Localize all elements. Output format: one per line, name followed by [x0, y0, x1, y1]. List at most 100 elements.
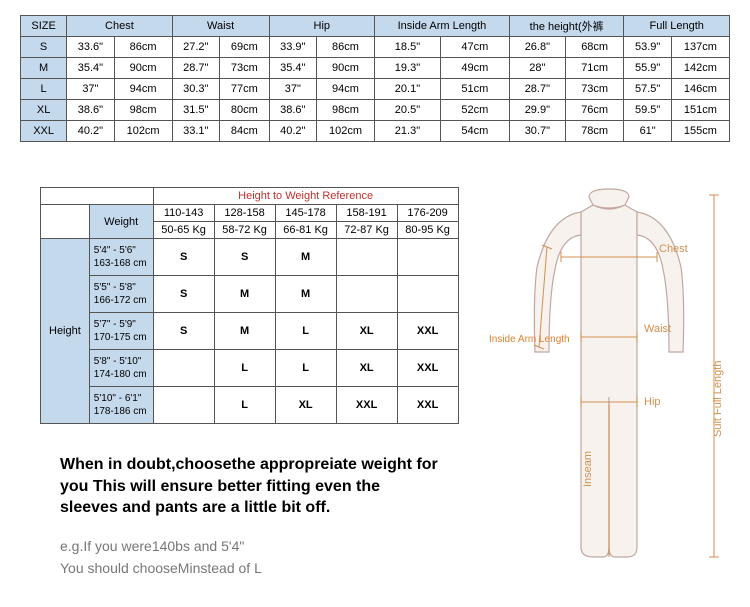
diagram-label-arm: Inside Arm Length — [489, 334, 570, 345]
recommended-size-cell: XL — [336, 350, 397, 387]
recommended-size-cell: XL — [336, 313, 397, 350]
size-cell: 30.3" — [172, 79, 219, 100]
sizing-notes: When in doubt,choosethe appropreiate wei… — [60, 454, 459, 580]
size-cell: 146cm — [671, 79, 729, 100]
size-cell: 61" — [624, 121, 671, 142]
size-cell: 86cm — [114, 37, 172, 58]
height-label: Height — [41, 239, 90, 424]
size-cell: S — [21, 37, 67, 58]
size-cell: 40.2" — [269, 121, 316, 142]
size-cell: 31.5" — [172, 100, 219, 121]
weight-lbs-cell: 176-209 — [397, 205, 458, 222]
size-cell: 40.2" — [67, 121, 114, 142]
wetsuit-measurement-diagram: Chest Waist Hip Inside Arm Length Inseam… — [489, 187, 729, 592]
recommended-size-cell: S — [153, 276, 214, 313]
size-cell: 29.9" — [509, 100, 565, 121]
size-row: L37"94cm30.3"77cm37"94cm20.1"51cm28.7"73… — [21, 79, 730, 100]
recommended-size-cell — [397, 239, 458, 276]
size-cell: 35.4" — [67, 58, 114, 79]
size-cell: 94cm — [316, 79, 374, 100]
height-range-cell: 5'4" - 5'6"163-168 cm — [89, 239, 153, 276]
weight-lbs-cell: 158-191 — [336, 205, 397, 222]
size-cell: 33.6" — [67, 37, 114, 58]
recommended-size-cell: XL — [275, 387, 336, 424]
size-cell: 51cm — [440, 79, 509, 100]
size-cell: 69cm — [220, 37, 270, 58]
diagram-label-full: Suit Full Length — [712, 361, 724, 437]
ref-row: Height5'4" - 5'6"163-168 cmSSM — [41, 239, 459, 276]
size-cell: 26.8" — [509, 37, 565, 58]
height-range-cell: 5'8" - 5'10"174-180 cm — [89, 350, 153, 387]
weight-kg-cell: 72-87 Kg — [336, 222, 397, 239]
height-range-cell: 5'10" - 6'1"178-186 cm — [89, 387, 153, 424]
recommended-size-cell: L — [275, 313, 336, 350]
recommended-size-cell: L — [214, 387, 275, 424]
size-table-header-row: SIZE Chest Waist Hip Inside Arm Length t… — [21, 16, 730, 37]
recommended-size-cell: XXL — [397, 313, 458, 350]
size-cell: 73cm — [565, 79, 624, 100]
size-cell: 52cm — [440, 100, 509, 121]
size-cell: 142cm — [671, 58, 729, 79]
size-cell: 77cm — [220, 79, 270, 100]
note-example-line1: e.g.If you were140bs and 5'4" — [60, 535, 459, 557]
size-row: XL38.6"98cm31.5"80cm38.6"98cm20.5"52cm29… — [21, 100, 730, 121]
ref-row: 5'5" - 5'8"166-172 cmSMM — [41, 276, 459, 313]
ref-row: 5'8" - 5'10"174-180 cmLLXLXXL — [41, 350, 459, 387]
size-cell: 20.1" — [375, 79, 441, 100]
recommended-size-cell: M — [275, 239, 336, 276]
size-cell: XL — [21, 100, 67, 121]
height-weight-reference-table: Height to Weight Reference Weight 110-14… — [40, 187, 459, 424]
recommended-size-cell: M — [214, 276, 275, 313]
weight-kg-cell: 58-72 Kg — [214, 222, 275, 239]
size-cell: 38.6" — [67, 100, 114, 121]
size-cell: 86cm — [316, 37, 374, 58]
height-range-cell: 5'5" - 5'8"166-172 cm — [89, 276, 153, 313]
size-cell: 54cm — [440, 121, 509, 142]
recommended-size-cell: S — [214, 239, 275, 276]
recommended-size-cell: S — [153, 313, 214, 350]
ref-title: Height to Weight Reference — [153, 188, 458, 205]
size-cell: 98cm — [114, 100, 172, 121]
size-cell: 21.3" — [375, 121, 441, 142]
size-row: S33.6"86cm27.2"69cm33.9"86cm18.5"47cm26.… — [21, 37, 730, 58]
note-main: When in doubt,choosethe appropreiate wei… — [60, 454, 440, 519]
size-cell: 28" — [509, 58, 565, 79]
recommended-size-cell: XXL — [397, 387, 458, 424]
size-cell: XXL — [21, 121, 67, 142]
diagram-label-inseam: Inseam — [582, 451, 594, 487]
size-cell: 137cm — [671, 37, 729, 58]
size-cell: 94cm — [114, 79, 172, 100]
size-cell: 90cm — [316, 58, 374, 79]
weight-kg-cell: 80-95 Kg — [397, 222, 458, 239]
ref-row: 5'7" - 5'9"170-175 cmSMLXLXXL — [41, 313, 459, 350]
size-cell: 33.9" — [269, 37, 316, 58]
size-row: XXL40.2"102cm33.1"84cm40.2"102cm21.3"54c… — [21, 121, 730, 142]
col-size: SIZE — [21, 16, 67, 37]
size-cell: 27.2" — [172, 37, 219, 58]
size-cell: 102cm — [316, 121, 374, 142]
size-cell: 71cm — [565, 58, 624, 79]
recommended-size-cell: L — [214, 350, 275, 387]
size-cell: 20.5" — [375, 100, 441, 121]
recommended-size-cell — [153, 387, 214, 424]
size-cell: 28.7" — [509, 79, 565, 100]
ref-blank — [41, 188, 154, 205]
size-cell: 59.5" — [624, 100, 671, 121]
size-cell: L — [21, 79, 67, 100]
size-cell: 57.5" — [624, 79, 671, 100]
weight-lbs-cell: 145-178 — [275, 205, 336, 222]
size-cell: 76cm — [565, 100, 624, 121]
weight-lbs-cell: 128-158 — [214, 205, 275, 222]
note-example-line2: You should chooseMinstead of L — [60, 557, 459, 579]
diagram-label-waist: Waist — [644, 323, 671, 335]
size-cell: 47cm — [440, 37, 509, 58]
size-cell: 155cm — [671, 121, 729, 142]
recommended-size-cell: M — [275, 276, 336, 313]
size-chart-table: SIZE Chest Waist Hip Inside Arm Length t… — [20, 15, 730, 142]
recommended-size-cell: L — [275, 350, 336, 387]
size-cell: 28.7" — [172, 58, 219, 79]
size-cell: 33.1" — [172, 121, 219, 142]
size-cell: 102cm — [114, 121, 172, 142]
col-waist: Waist — [172, 16, 269, 37]
weight-kg-cell: 66-81 Kg — [275, 222, 336, 239]
